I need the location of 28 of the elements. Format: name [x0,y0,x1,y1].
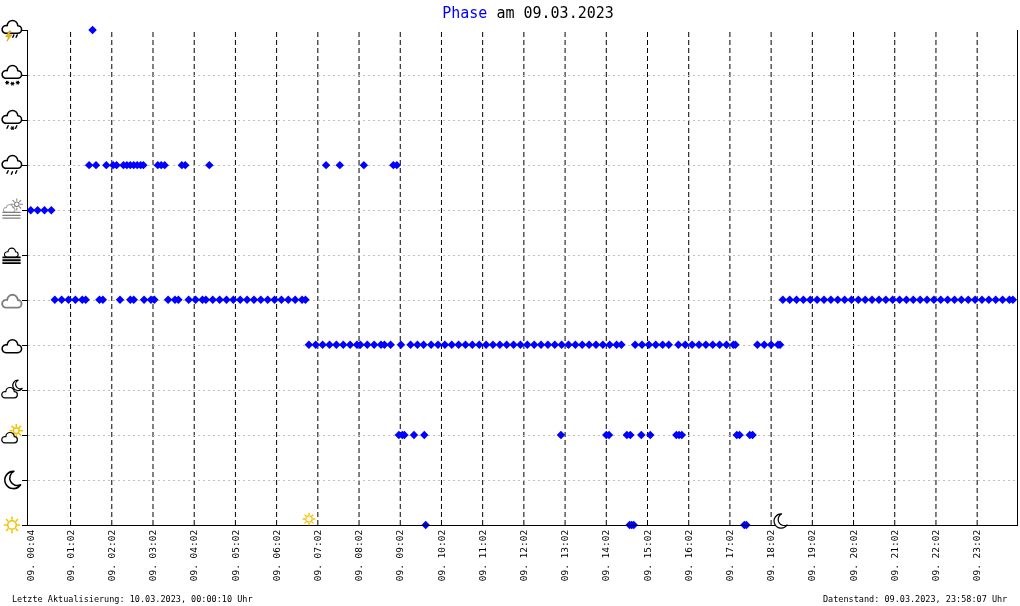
x-tick-label: 09. 18:02 [765,529,777,582]
x-tick-label: 09. 11:02 [476,529,488,582]
x-tick-label: 09. 08:02 [353,529,365,582]
x-tick-label: 09. 17:02 [724,529,736,582]
x-tick-label: 09. 22:02 [930,529,942,582]
x-tick-label: 09. 19:02 [806,529,818,582]
x-tick-label: 09. 15:02 [641,529,653,582]
x-tick-label: 09. 21:02 [888,529,900,582]
x-tick-label: 09. 12:02 [517,529,529,582]
x-tick-label: 09. 04:02 [188,529,200,582]
x-tick-label: 09. 23:02 [971,529,983,582]
x-tick-label: 09. 16:02 [682,529,694,582]
x-tick-label: 09. 14:02 [600,529,612,582]
x-tick-label: 09. 06:02 [270,529,282,582]
text: Letzte Aktualisierung: 10.03.2023, 00:00:10 Uhr [12,594,253,604]
x-tick-label: 09. 09:02 [394,529,406,582]
x-tick-label: 09. 01:02 [64,529,76,582]
chart-title: am 09.03.2023 [496,4,614,23]
x-tick-label: 09. 07:02 [311,529,323,582]
x-tick-label: 09. 20:02 [847,529,859,582]
x-tick-label: 09. 13:02 [559,529,571,582]
x-tick-label: 09. 05:02 [229,529,241,582]
x-tick-label: 09. 10:02 [435,529,447,582]
x-tick-label: 09. 00:04 [24,529,36,582]
text: Phase [442,4,488,23]
x-tick-label: 09. 03:02 [147,529,159,582]
text: Datenstand: 09.03.2023, 23:58:07 Uhr [823,594,1008,604]
x-tick-label: 09. 02:02 [105,529,117,582]
